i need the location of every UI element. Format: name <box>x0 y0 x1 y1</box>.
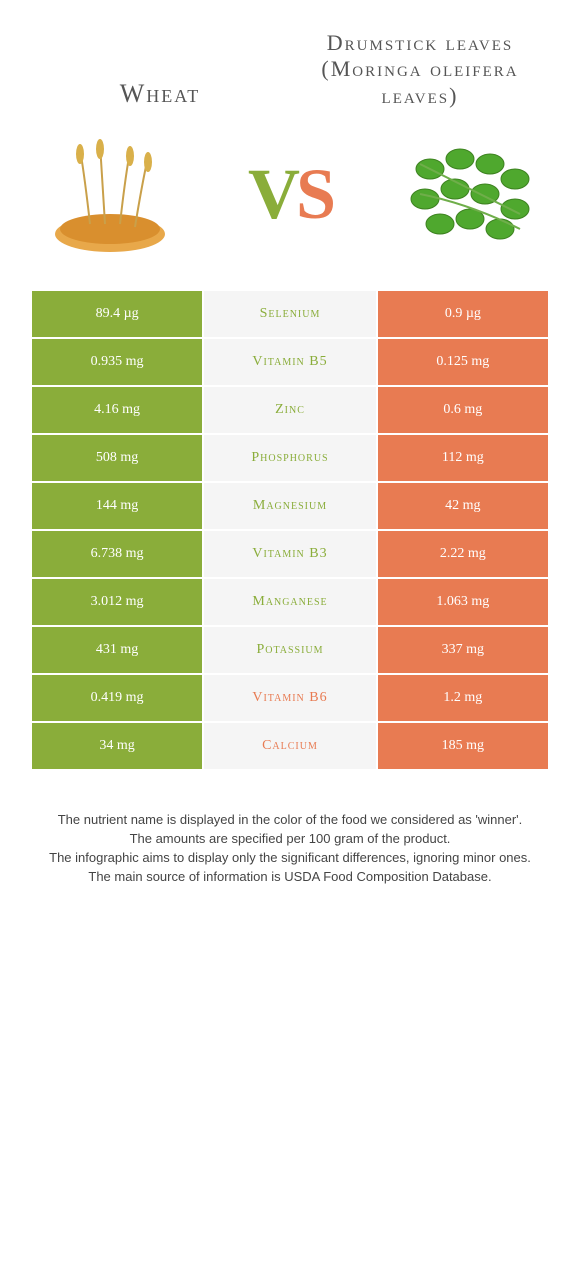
nutrient-name-cell: Selenium <box>203 290 376 338</box>
left-value-cell: 0.419 mg <box>31 674 203 722</box>
table-row: 3.012 mgManganese1.063 mg <box>31 578 549 626</box>
nutrient-name-cell: Vitamin B3 <box>203 530 376 578</box>
moringa-icon <box>390 129 550 259</box>
right-value-cell: 42 mg <box>377 482 549 530</box>
right-value-cell: 185 mg <box>377 722 549 770</box>
nutrient-table: 89.4 µgSelenium0.9 µg0.935 mgVitamin B50… <box>30 289 550 771</box>
left-value-cell: 34 mg <box>31 722 203 770</box>
wheat-icon <box>30 129 190 259</box>
left-value-cell: 144 mg <box>31 482 203 530</box>
left-value-cell: 3.012 mg <box>31 578 203 626</box>
nutrient-name-cell: Magnesium <box>203 482 376 530</box>
footnote-line: The nutrient name is displayed in the co… <box>30 811 550 830</box>
nutrient-name-cell: Manganese <box>203 578 376 626</box>
footnote-line: The infographic aims to display only the… <box>30 849 550 868</box>
right-food-title: Drumstick leaves (Moringa oleifera leave… <box>290 30 550 109</box>
vs-row: VS <box>0 119 580 289</box>
header: Wheat Drumstick leaves (Moringa oleifera… <box>0 0 580 119</box>
right-title-col: Drumstick leaves (Moringa oleifera leave… <box>290 30 550 109</box>
table-row: 34 mgCalcium185 mg <box>31 722 549 770</box>
nutrient-name-cell: Vitamin B6 <box>203 674 376 722</box>
left-title-col: Wheat <box>30 78 290 109</box>
nutrient-name-cell: Calcium <box>203 722 376 770</box>
footnote-line: The amounts are specified per 100 gram o… <box>30 830 550 849</box>
right-value-cell: 1.2 mg <box>377 674 549 722</box>
table-row: 4.16 mgZinc0.6 mg <box>31 386 549 434</box>
table-row: 0.419 mgVitamin B61.2 mg <box>31 674 549 722</box>
vs-s: S <box>296 154 332 234</box>
nutrient-name-cell: Vitamin B5 <box>203 338 376 386</box>
left-value-cell: 0.935 mg <box>31 338 203 386</box>
right-value-cell: 112 mg <box>377 434 549 482</box>
table-row: 144 mgMagnesium42 mg <box>31 482 549 530</box>
nutrient-name-cell: Phosphorus <box>203 434 376 482</box>
table-row: 508 mgPhosphorus112 mg <box>31 434 549 482</box>
table-row: 0.935 mgVitamin B50.125 mg <box>31 338 549 386</box>
nutrient-name-cell: Potassium <box>203 626 376 674</box>
right-value-cell: 2.22 mg <box>377 530 549 578</box>
vs-label: VS <box>248 153 332 236</box>
table-row: 431 mgPotassium337 mg <box>31 626 549 674</box>
right-value-cell: 0.125 mg <box>377 338 549 386</box>
left-value-cell: 4.16 mg <box>31 386 203 434</box>
left-value-cell: 431 mg <box>31 626 203 674</box>
right-value-cell: 1.063 mg <box>377 578 549 626</box>
vs-v: V <box>248 154 296 234</box>
left-value-cell: 508 mg <box>31 434 203 482</box>
right-value-cell: 337 mg <box>377 626 549 674</box>
right-value-cell: 0.9 µg <box>377 290 549 338</box>
footnote-line: The main source of information is USDA F… <box>30 868 550 887</box>
table-row: 89.4 µgSelenium0.9 µg <box>31 290 549 338</box>
nutrient-name-cell: Zinc <box>203 386 376 434</box>
left-food-title: Wheat <box>30 78 290 109</box>
table-row: 6.738 mgVitamin B32.22 mg <box>31 530 549 578</box>
left-value-cell: 89.4 µg <box>31 290 203 338</box>
left-value-cell: 6.738 mg <box>31 530 203 578</box>
right-value-cell: 0.6 mg <box>377 386 549 434</box>
footnotes: The nutrient name is displayed in the co… <box>0 771 580 916</box>
